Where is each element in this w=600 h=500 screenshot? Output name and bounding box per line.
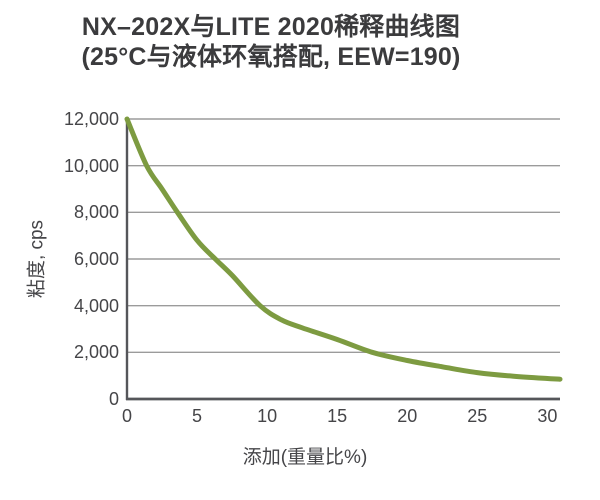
y-tick-label: 10,000 [63, 155, 119, 176]
x-tick-label: 30 [537, 406, 558, 426]
y-tick-label: 8,000 [73, 202, 119, 223]
x-tick-label: 25 [467, 406, 488, 426]
chart-title-line2: (25°C与液体环氧搭配, EEW=190) [81, 43, 461, 71]
x-tick-label: 10 [257, 406, 278, 426]
y-tick-label: 2,000 [73, 342, 119, 363]
gridlines [127, 118, 560, 354]
chart-title: NX–202X与LITE 2020稀释曲线图 (25°C与液体环氧搭配, EEW… [11, 12, 531, 72]
y-tick-label: 0 [108, 389, 119, 409]
dilution-curve [124, 116, 563, 382]
y-axis-title: 粘度, cps [26, 219, 48, 299]
y-tick-label: 6,000 [73, 249, 119, 269]
x-axis-title: 添加(重量比%) [242, 447, 368, 468]
y-tick-label: 12,000 [63, 109, 119, 129]
x-tick-label: 5 [192, 406, 203, 426]
chart-title-line1: NX–202X与LITE 2020稀释曲线图 [81, 13, 461, 41]
x-tick-label: 20 [397, 406, 418, 426]
y-tick-label: 4,000 [73, 295, 119, 316]
x-tick-label: 15 [327, 406, 348, 426]
x-tick-label: 0 [121, 406, 133, 426]
axes [125, 118, 560, 401]
